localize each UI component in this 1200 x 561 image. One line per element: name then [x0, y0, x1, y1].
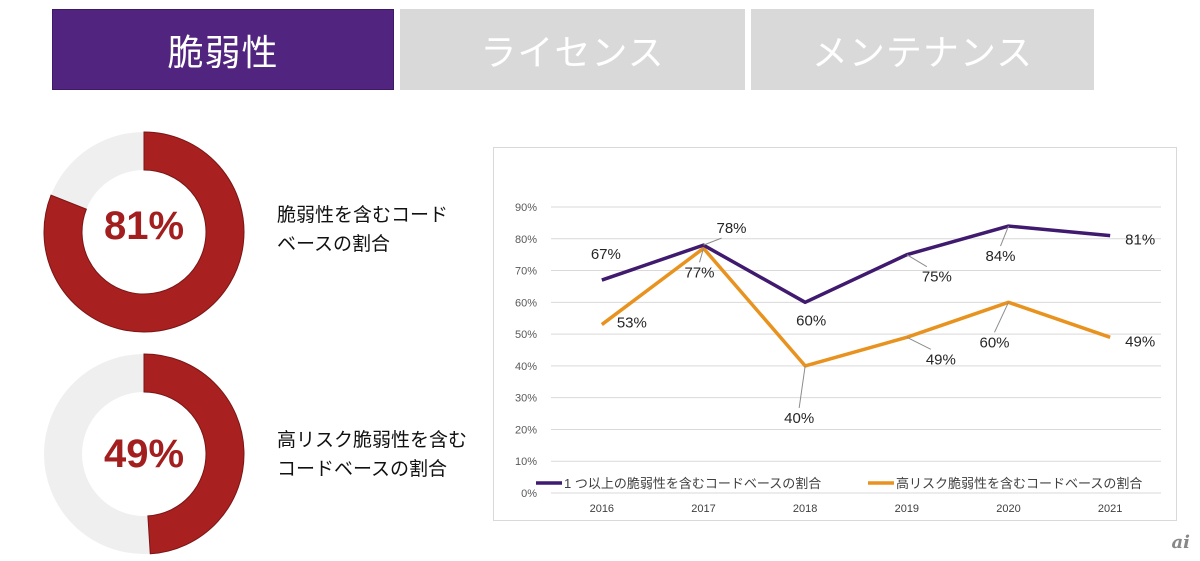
- y-tick-label: 0%: [521, 488, 537, 500]
- y-tick-label: 40%: [515, 361, 537, 373]
- data-label: 60%: [796, 312, 826, 329]
- y-axis: 0% 10% 20% 30% 40% 50% 60% 70% 80% 90%: [515, 202, 537, 500]
- data-labels: 67% 78% 60% 75% 84% 81% 53% 77% 40% 49% 60% 49%: [591, 220, 1155, 427]
- tab-label: ライセンス: [480, 32, 665, 74]
- y-tick-label: 10%: [515, 456, 537, 468]
- description-line: 脆弱性を含むコード: [277, 204, 449, 226]
- donut-value-vulnerable: 81%: [103, 204, 185, 248]
- data-label: 67%: [591, 246, 621, 263]
- data-label: 60%: [979, 334, 1009, 351]
- y-tick-label: 30%: [515, 393, 537, 405]
- leader-line: [699, 248, 704, 263]
- line-chart: 0%10%20%30%40%50%60%70%80%90% 2016 2017 20…: [493, 147, 1177, 521]
- description-line: ベースの割合: [277, 233, 391, 255]
- legend-label: 高リスク脆弱性を含むコードベースの割合: [896, 476, 1142, 491]
- stat-description-vulnerable: 脆弱性を含むコード ベースの割合: [277, 201, 448, 259]
- data-label: 49%: [926, 351, 956, 368]
- tab-label: 脆弱性: [167, 32, 279, 74]
- x-axis: 2016 2017 2018 2019 2020 2021: [590, 503, 1123, 515]
- x-tick-label: 2017: [691, 503, 715, 515]
- tab-vulnerability[interactable]: 脆弱性: [52, 9, 394, 90]
- x-tick-label: 2018: [793, 503, 817, 515]
- y-tick-label: 60%: [515, 297, 537, 309]
- donut-fill-arc: [43, 131, 245, 333]
- y-tick-label: 90%: [515, 202, 537, 214]
- leader-line: [1000, 225, 1009, 247]
- description-line: 高リスク脆弱性を含む: [277, 429, 468, 451]
- leader-line: [994, 302, 1009, 333]
- data-label: 77%: [684, 264, 714, 281]
- watermark-logo: ai: [1171, 532, 1190, 553]
- donut-chart-vulnerable: [43, 131, 245, 333]
- donut-chart-high-risk: [44, 353, 245, 555]
- y-tick-label: 20%: [515, 424, 537, 436]
- donut-fill-arc: [143, 353, 245, 555]
- leader-line: [798, 365, 806, 408]
- tab-label: メンテナンス: [811, 32, 1034, 74]
- series-line-1: [601, 224, 1111, 305]
- data-label: 78%: [716, 220, 746, 237]
- data-label: 53%: [617, 315, 647, 332]
- y-tick-label: 50%: [515, 329, 537, 341]
- y-tick-label: 80%: [515, 234, 537, 246]
- description-line: コードベースの割合: [277, 458, 448, 480]
- stat-description-high-risk: 高リスク脆弱性を含む コードベースの割合: [277, 426, 467, 484]
- x-tick-label: 2016: [590, 503, 614, 515]
- series-line-2: [600, 246, 1111, 368]
- donut-value-high-risk: 49%: [103, 432, 185, 476]
- legend-label: 1 つ以上の脆弱性を含むコードベースの割合: [564, 476, 821, 491]
- tab-maintenance[interactable]: メンテナンス: [751, 9, 1094, 90]
- data-label: 40%: [784, 410, 814, 427]
- leader-line: [906, 254, 928, 268]
- tab-license[interactable]: ライセンス: [400, 9, 745, 90]
- data-label: 81%: [1125, 232, 1155, 249]
- leader-line: [906, 336, 932, 350]
- leader-line: [703, 237, 722, 246]
- series: [600, 224, 1111, 368]
- x-tick-label: 2019: [895, 503, 919, 515]
- data-label: 75%: [922, 269, 952, 286]
- x-tick-label: 2020: [996, 503, 1020, 515]
- data-label: 84%: [985, 248, 1015, 265]
- x-tick-label: 2021: [1098, 503, 1122, 515]
- y-tick-label: 70%: [515, 266, 537, 278]
- data-label: 49%: [1125, 333, 1155, 350]
- grid: [551, 206, 1161, 494]
- legend: 1 つ以上の脆弱性を含むコードベースの割合 高リスク脆弱性を含むコードベースの割合: [536, 476, 1142, 491]
